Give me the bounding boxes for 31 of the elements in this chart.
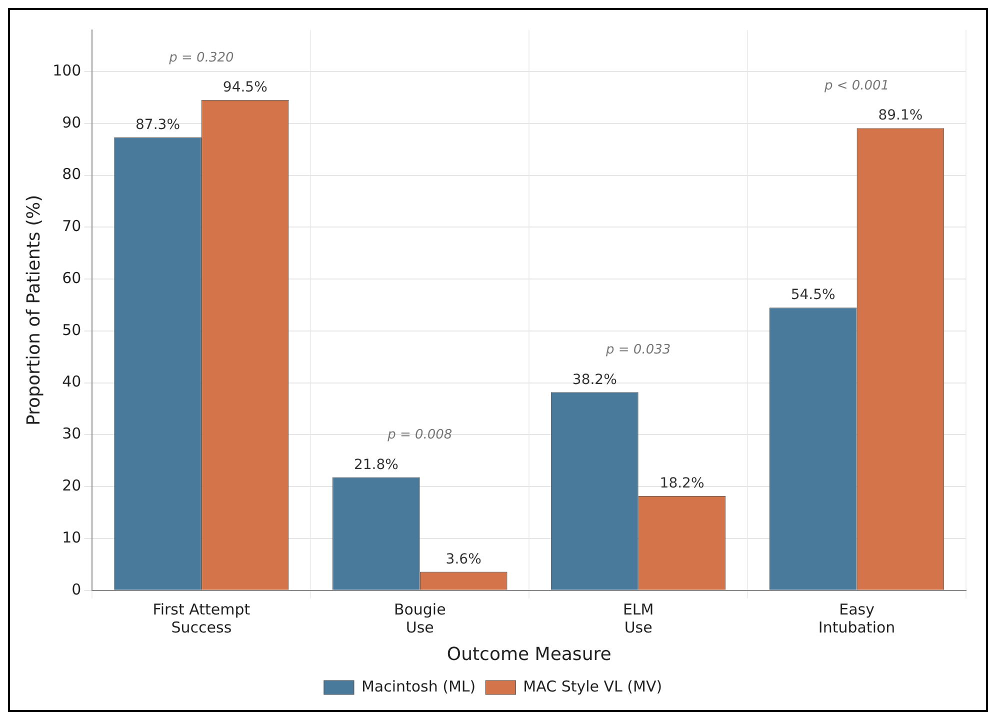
data-label: 18.2%	[660, 476, 704, 492]
annotation: p < 0.001	[823, 78, 890, 94]
legend-label: Macintosh (ML)	[361, 677, 476, 696]
y-tick-label: 60	[62, 268, 82, 287]
data-label: 3.6%	[446, 551, 482, 568]
x-tick-label: Bougie Use	[394, 600, 446, 636]
annotation: p = 0.008	[386, 428, 452, 443]
data-label: 54.5%	[790, 287, 836, 304]
x-tick-label: Easy Intubation	[818, 600, 896, 636]
legend-label: MAC Style VL (MV)	[523, 677, 662, 696]
annotation: p = 0.033	[605, 342, 671, 358]
data-label: 89.1%	[878, 108, 923, 124]
data-label: 87.3%	[136, 117, 180, 134]
y-tick-label: 80	[62, 165, 82, 184]
x-tick-label: ELM Use	[622, 600, 654, 636]
y-tick-label: 30	[62, 424, 82, 443]
y-tick-label: 90	[62, 113, 82, 132]
data-label: 94.5%	[222, 80, 268, 96]
y-axis-title: Proportion of Patients (%)	[23, 194, 44, 426]
data-label: 38.2%	[572, 372, 617, 388]
y-tick-label: 50	[62, 320, 82, 339]
y-tick-label: 40	[62, 372, 82, 391]
annotation: p = 0.320	[168, 50, 234, 66]
data-label: 21.8%	[354, 456, 398, 473]
y-tick-label: 100	[52, 61, 82, 80]
y-tick-label: 10	[62, 528, 82, 546]
x-axis-title: Outcome Measure	[446, 644, 612, 665]
x-tick-label: First Attempt Success	[152, 600, 250, 636]
y-tick-label: 70	[62, 217, 82, 236]
y-tick-label: 0	[72, 580, 82, 598]
y-tick-label: 20	[62, 476, 82, 495]
